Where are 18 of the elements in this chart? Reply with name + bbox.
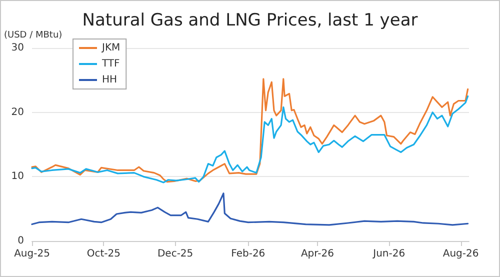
line-series bbox=[31, 95, 469, 184]
x-tick-label: Feb-26 bbox=[231, 248, 266, 260]
y-tick-label: 20 bbox=[11, 106, 24, 118]
chart-title: Natural Gas and LNG Prices, last 1 year bbox=[82, 10, 418, 30]
y-tick-label: 10 bbox=[11, 171, 24, 182]
y-axis-title: (USD / MBtu) bbox=[4, 30, 62, 40]
legend-label: JKM bbox=[101, 42, 120, 54]
y-tick-label: 0 bbox=[18, 236, 24, 246]
y-tick-label: 30 bbox=[11, 42, 24, 54]
x-tick-label: Aug-26 bbox=[442, 248, 479, 260]
line-series bbox=[31, 192, 469, 226]
x-tick-label: Jun-26 bbox=[372, 248, 406, 260]
x-tick-label: Aug-25 bbox=[14, 248, 50, 260]
x-tick-label: Dec-25 bbox=[157, 248, 194, 260]
legend-label: TTF bbox=[101, 58, 120, 70]
x-tick-label: Apr-26 bbox=[300, 248, 334, 260]
legend-label: HH bbox=[102, 74, 118, 86]
x-tick-label: Oct-25 bbox=[86, 248, 120, 260]
